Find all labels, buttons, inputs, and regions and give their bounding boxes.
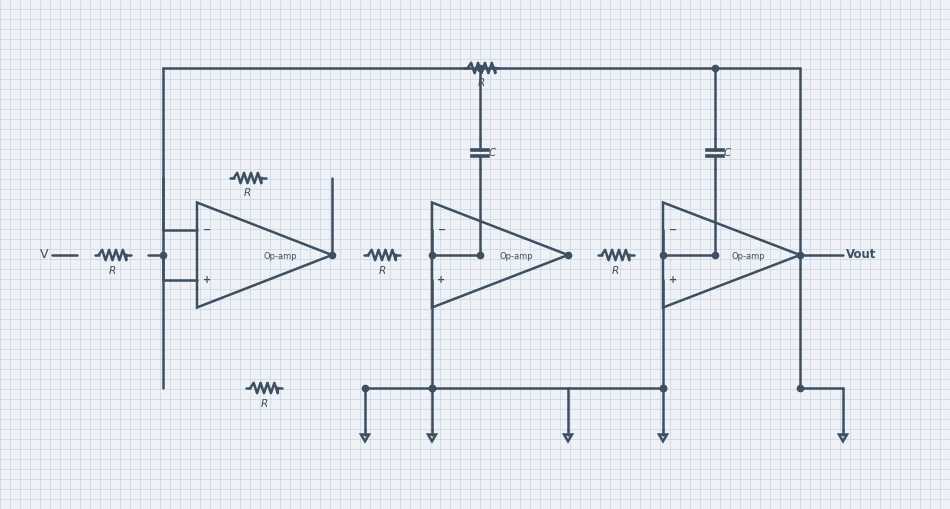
Text: −: − xyxy=(438,225,446,235)
Text: +: + xyxy=(438,275,446,285)
Text: R: R xyxy=(612,266,619,275)
Text: Op-amp: Op-amp xyxy=(500,252,533,261)
Text: +: + xyxy=(669,275,676,285)
Text: −: − xyxy=(669,225,676,235)
Text: R: R xyxy=(244,188,251,199)
Text: C: C xyxy=(489,148,496,158)
Text: Op-amp: Op-amp xyxy=(264,252,297,261)
Text: V: V xyxy=(40,248,48,262)
Text: Vout: Vout xyxy=(846,248,876,262)
Text: R: R xyxy=(478,78,485,89)
Text: C: C xyxy=(724,148,732,158)
Text: R: R xyxy=(260,399,268,409)
Text: +: + xyxy=(202,275,211,285)
Text: −: − xyxy=(202,225,211,235)
Text: R: R xyxy=(378,266,386,275)
Text: R: R xyxy=(109,266,116,275)
Text: Op-amp: Op-amp xyxy=(732,252,765,261)
